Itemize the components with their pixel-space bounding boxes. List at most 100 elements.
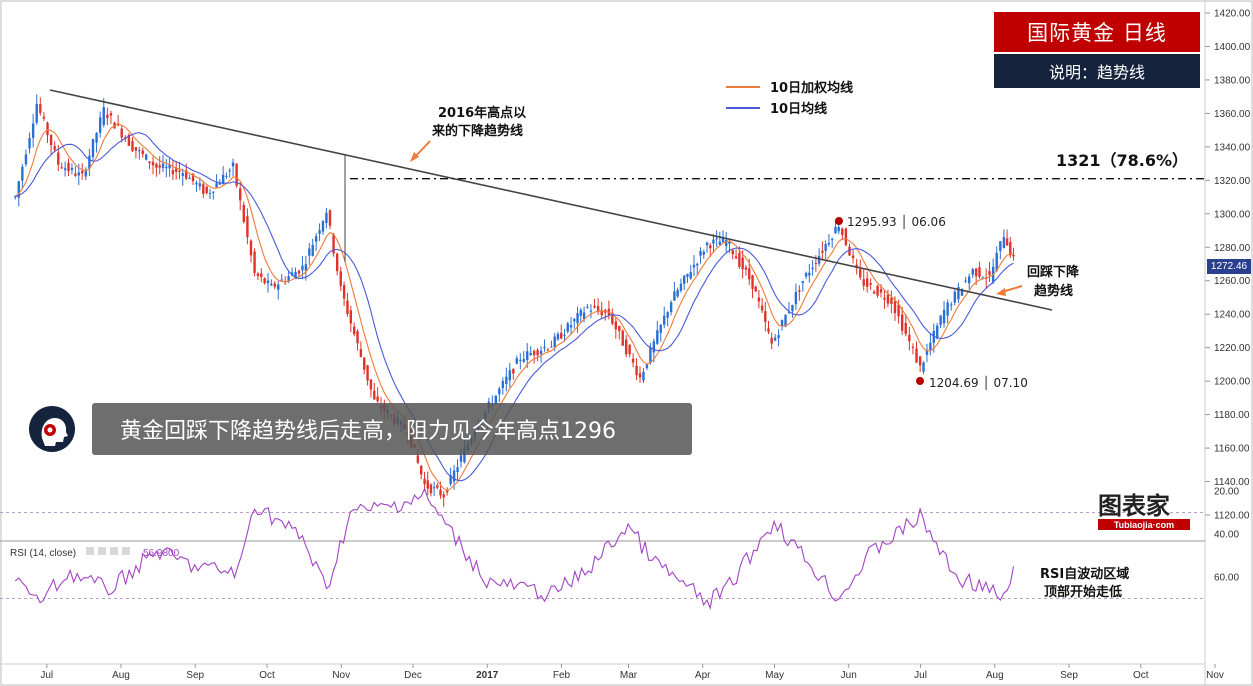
chart-subtitle: 说明：趋势线 xyxy=(994,54,1200,88)
candle-body xyxy=(432,487,436,489)
candle-body xyxy=(311,244,314,256)
candle-body xyxy=(702,251,705,255)
candle-body xyxy=(423,478,426,485)
candle-body xyxy=(84,170,88,177)
candle-body xyxy=(848,246,851,256)
rsi-settings-icon[interactable] xyxy=(98,547,106,555)
rsi-tick-label: 60.00 xyxy=(1214,573,1239,584)
chart-title: 国际黄金 日线 xyxy=(994,12,1200,52)
candle-body xyxy=(138,150,141,152)
price-tick-label: 1400.00 xyxy=(1214,42,1251,53)
candle-body xyxy=(335,253,339,272)
candle-body xyxy=(563,334,566,336)
brand-site: Tubiaojia·com xyxy=(1114,520,1174,530)
candle-body xyxy=(699,251,702,256)
rsi-line xyxy=(14,487,1015,610)
candle-body xyxy=(141,150,144,155)
time-tick-label: Sep xyxy=(1060,670,1078,681)
fib-level-label: 1321（78.6%） xyxy=(1056,151,1188,170)
candle-body xyxy=(280,279,283,281)
candle-body xyxy=(420,465,423,475)
candle-body xyxy=(318,230,321,234)
candle-body xyxy=(645,364,649,369)
candle-body xyxy=(256,273,260,277)
candle-body xyxy=(731,250,734,255)
candle-body xyxy=(999,241,1002,251)
candle-body xyxy=(642,371,645,381)
candle-body xyxy=(971,269,974,275)
headline-banner: 黄金回踩下降趋势线后走高，阻力见今年高点1296 xyxy=(92,403,692,455)
candle-body xyxy=(429,484,433,494)
candle-body xyxy=(872,291,876,294)
candle-body xyxy=(532,350,536,356)
candle-body xyxy=(363,357,366,370)
candle-body xyxy=(679,283,683,291)
candle-body xyxy=(673,291,676,301)
candle-body xyxy=(900,314,904,331)
candle-body xyxy=(770,337,773,344)
candle-body xyxy=(171,170,175,175)
candle-body xyxy=(242,204,246,222)
candle-body xyxy=(321,221,325,232)
candle-body xyxy=(522,359,525,362)
time-tick-label: Sep xyxy=(186,670,204,681)
legend-label-ma: 10日均线 xyxy=(770,101,827,117)
candle-body xyxy=(144,154,148,160)
brand-name: 图表家 xyxy=(1098,492,1170,520)
candle-body xyxy=(21,166,24,181)
candle-body xyxy=(817,256,821,264)
candle-body xyxy=(964,280,967,282)
candle-body xyxy=(273,283,276,287)
time-tick-label: 2017 xyxy=(476,670,499,681)
candle-body xyxy=(494,395,498,404)
candle-body xyxy=(728,241,731,244)
candle-body xyxy=(235,163,238,186)
candle-body xyxy=(869,283,872,285)
candle-body xyxy=(215,183,218,188)
candle-body xyxy=(1009,241,1012,256)
candle-body xyxy=(676,290,679,297)
candle-body xyxy=(188,177,191,179)
candle-body xyxy=(844,228,848,245)
candle-body xyxy=(31,123,35,138)
candle-body xyxy=(550,346,553,348)
candle-body xyxy=(669,302,673,313)
candle-body xyxy=(957,287,960,300)
rsi-eye-icon[interactable] xyxy=(86,547,94,555)
candle-body xyxy=(579,309,583,316)
candle-body xyxy=(28,138,31,149)
candle-body xyxy=(266,280,270,284)
rsi-more-icon[interactable] xyxy=(122,547,130,555)
candle-body xyxy=(508,370,512,381)
candle-body xyxy=(349,310,353,324)
candle-body xyxy=(915,348,918,363)
candle-body xyxy=(46,122,49,136)
candle-body xyxy=(692,264,696,268)
candle-body xyxy=(942,309,946,324)
candle-body xyxy=(174,168,178,172)
candle-body xyxy=(801,281,805,283)
candle-body xyxy=(939,315,942,326)
candle-body xyxy=(760,305,764,311)
candle-body xyxy=(712,239,715,244)
candle-body xyxy=(794,291,798,305)
candle-body xyxy=(195,182,198,185)
candle-body xyxy=(202,184,205,194)
time-tick-label: Nov xyxy=(1206,670,1224,681)
candle-body xyxy=(546,349,550,351)
candle-body xyxy=(936,325,939,339)
candle-body xyxy=(81,170,84,174)
candle-body xyxy=(352,326,356,334)
candle-body xyxy=(744,267,748,270)
price-tick-label: 1280.00 xyxy=(1214,243,1251,254)
candle-body xyxy=(589,310,593,312)
candle-body xyxy=(569,325,573,328)
rsi-close-icon[interactable] xyxy=(110,547,118,555)
candle-body xyxy=(652,341,656,353)
candle-body xyxy=(967,276,971,284)
candle-body xyxy=(42,116,46,119)
candle-body xyxy=(178,170,181,172)
candle-body xyxy=(556,333,560,340)
candle-body xyxy=(102,107,105,125)
